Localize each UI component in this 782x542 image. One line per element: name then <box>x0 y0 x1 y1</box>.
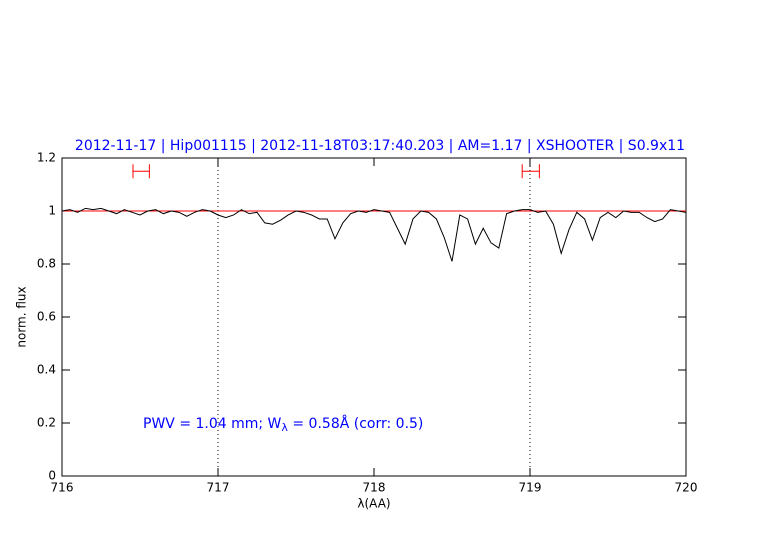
chart-title: 2012-11-17 | Hip001115 | 2012-11-18T03:1… <box>75 138 685 154</box>
x-tick-label: 716 <box>51 481 74 495</box>
x-tick-label: 720 <box>675 481 698 495</box>
x-tick-label: 719 <box>519 481 542 495</box>
annotation-subscript: λ <box>281 421 288 434</box>
spectrum-line <box>61 207 687 262</box>
y-tick-label: 1 <box>48 204 56 218</box>
y-tick-label: 0.8 <box>37 257 56 271</box>
annotation-text: PWV = 1.04 mm; W <box>143 416 282 432</box>
x-axis-label: λ(AA) <box>357 497 390 511</box>
x-tick-label: 717 <box>207 481 230 495</box>
annotation: PWV = 1.04 mm; Wλ = 0.58Å (corr: 0.5) <box>143 415 423 434</box>
x-tick-label: 718 <box>363 481 386 495</box>
y-tick-label: 0.6 <box>37 310 56 324</box>
annotation-text: = 0.58Å (corr: 0.5) <box>288 415 423 432</box>
y-tick-label: 0.2 <box>37 416 56 430</box>
y-tick-label: 0 <box>48 469 56 483</box>
y-axis-label: norm. flux <box>15 286 29 347</box>
y-tick-label: 0.4 <box>37 363 56 377</box>
y-tick-label: 1.2 <box>37 151 56 165</box>
